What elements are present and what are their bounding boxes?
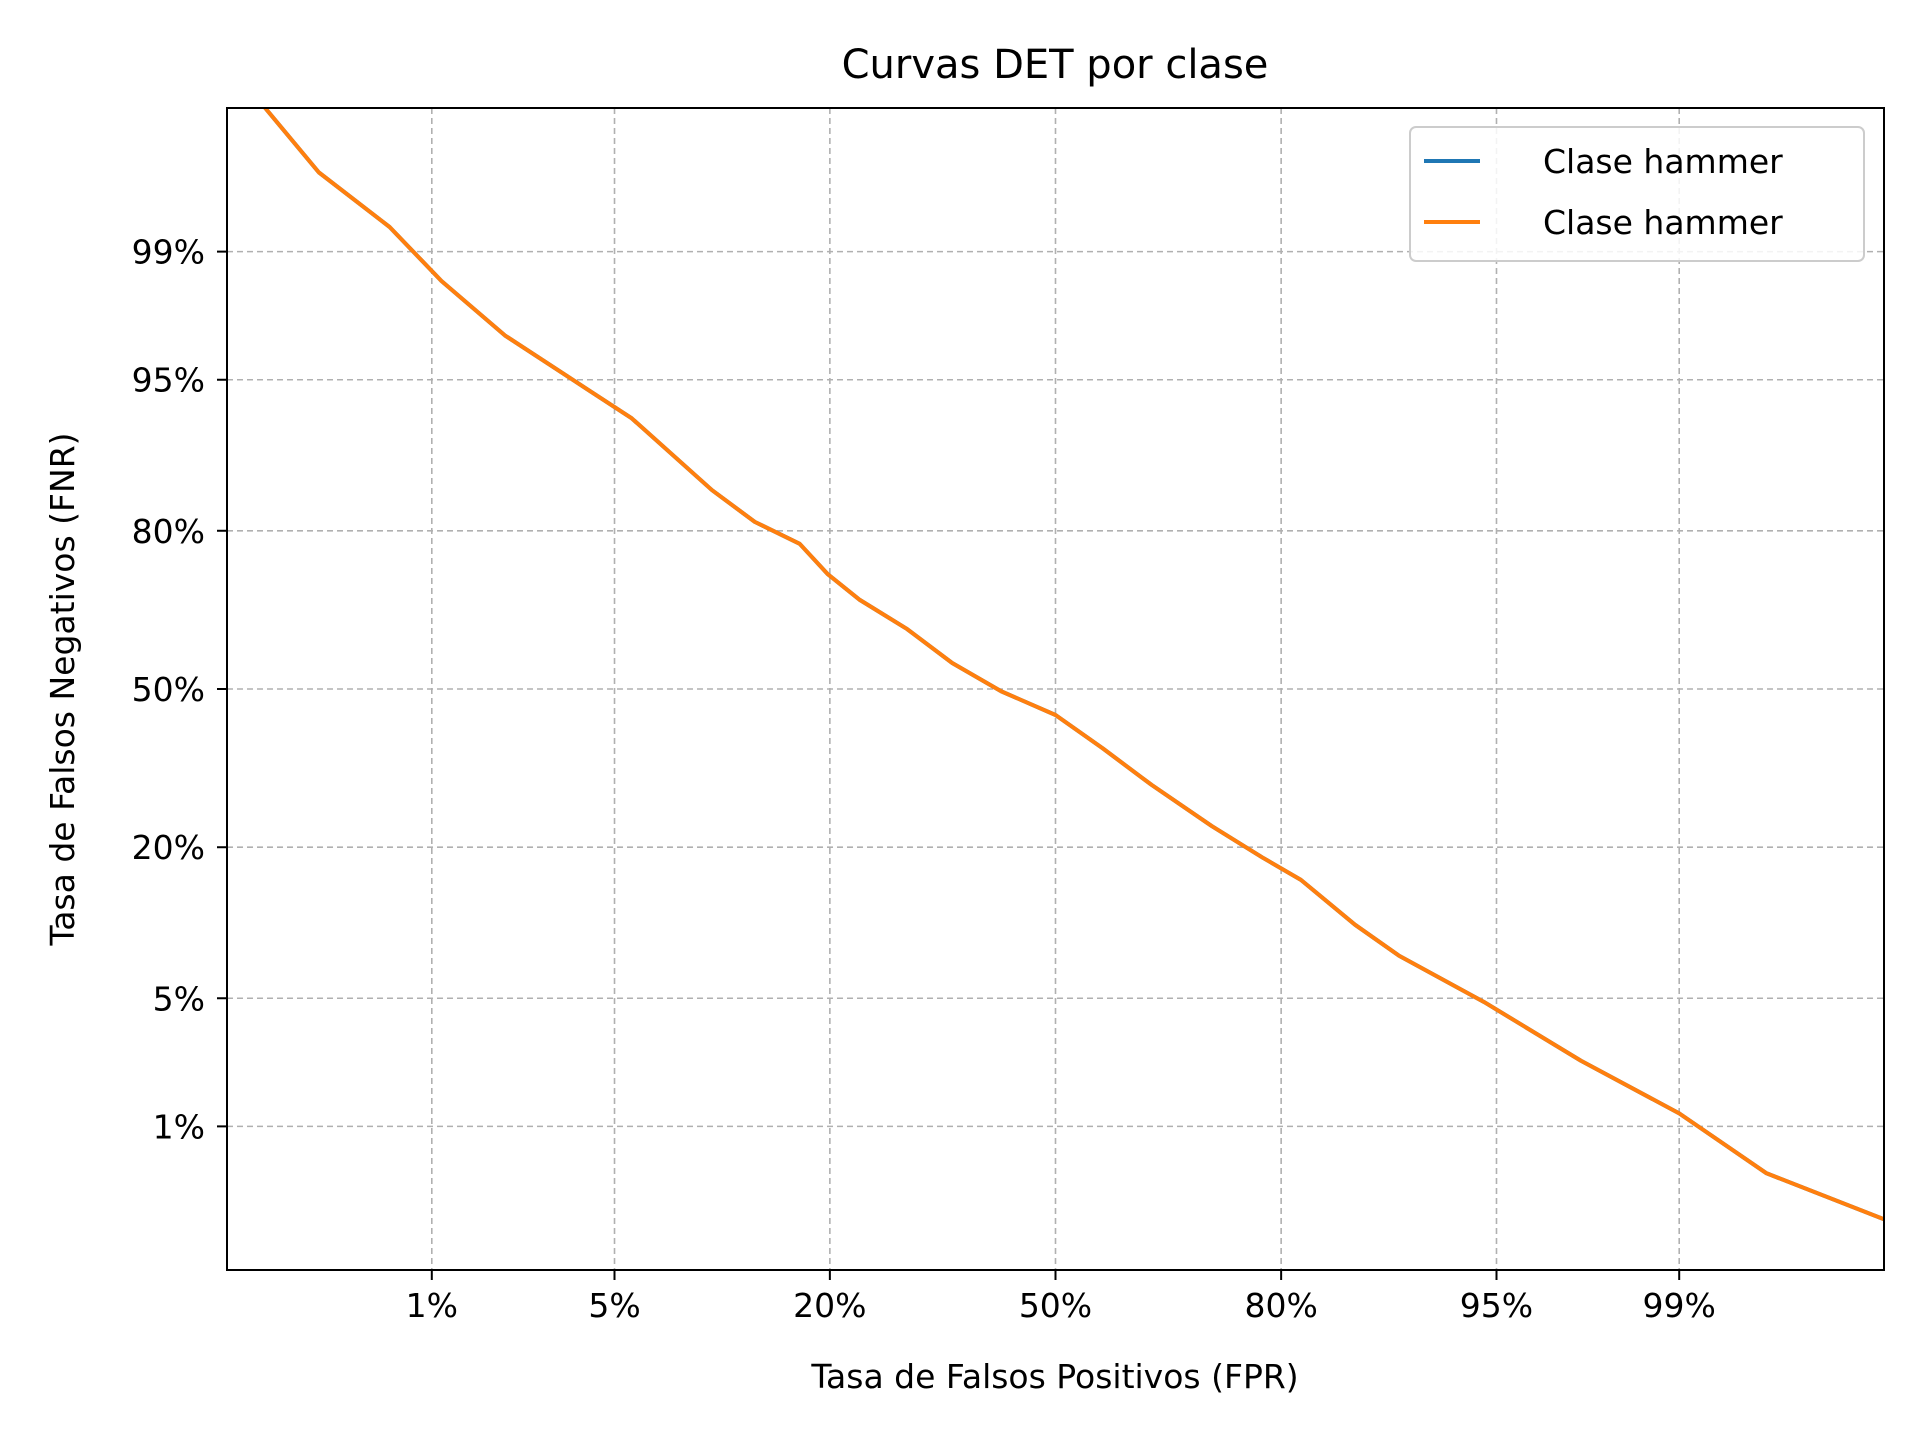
x-tick-label: 95% [1460,1286,1533,1325]
x-tick-label: 5% [588,1286,640,1325]
y-tick-label: 80% [132,512,205,551]
y-tick-label: 5% [153,979,205,1018]
x-tick-label: 20% [793,1286,866,1325]
x-axis-ticks: 1% 5% 20% 50% 80% 95% 99% [406,1270,1716,1325]
legend-label-series-2: Clase hammer [1543,203,1783,242]
y-tick-label: 1% [153,1107,205,1146]
x-axis-title: Tasa de Falsos Positivos (FPR) [810,1357,1298,1396]
x-tick-label: 50% [1019,1286,1092,1325]
y-tick-label: 99% [132,233,205,272]
chart-title: Curvas DET por clase [842,42,1269,88]
y-axis-ticks: 1% 5% 20% 50% 80% 95% 99% [132,233,227,1146]
series-line-2 [263,108,1884,1222]
series-lines [263,108,1884,1222]
y-tick-label: 50% [132,670,205,709]
y-tick-label: 95% [132,361,205,400]
x-tick-label: 1% [406,1286,458,1325]
x-tick-label: 80% [1244,1286,1317,1325]
legend-label-series-1: Clase hammer [1543,142,1783,181]
legend-box [1409,126,1865,262]
y-axis-title: Tasa de Falsos Negativos (FNR) [43,433,82,947]
x-tick-label: 99% [1643,1286,1716,1325]
legend: Clase hammer Clase hammer [1409,126,1865,262]
y-tick-label: 20% [132,828,205,867]
